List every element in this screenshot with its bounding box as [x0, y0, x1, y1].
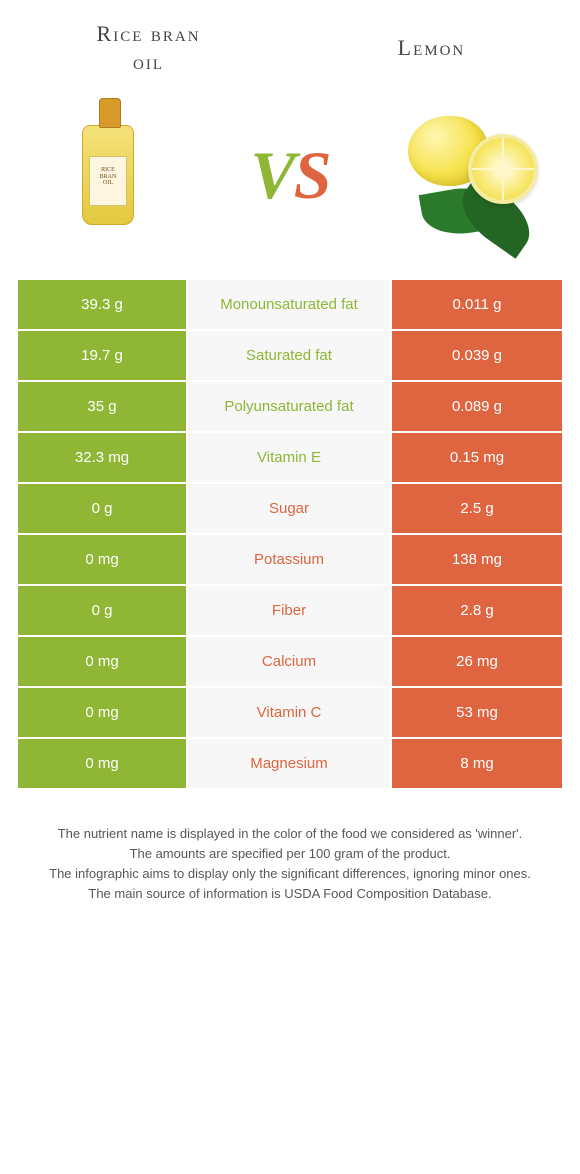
right-value: 26 mg: [392, 637, 562, 688]
nutrient-label: Saturated fat: [188, 331, 392, 382]
lemon-icon: [402, 110, 542, 240]
right-value: 2.5 g: [392, 484, 562, 535]
nutrient-label: Vitamin E: [188, 433, 392, 484]
right-value: 138 mg: [392, 535, 562, 586]
footnote-line: The infographic aims to display only the…: [30, 864, 550, 884]
left-value: 35 g: [18, 382, 188, 433]
nutrient-label: Potassium: [188, 535, 392, 586]
headers: Rice branoil Lemon: [18, 20, 562, 75]
table-row: 0 gSugar2.5 g: [18, 484, 562, 535]
table-row: 0 mgCalcium26 mg: [18, 637, 562, 688]
table-row: 0 mgVitamin C53 mg: [18, 688, 562, 739]
right-food-image: [402, 95, 542, 255]
nutrient-label: Sugar: [188, 484, 392, 535]
left-value: 19.7 g: [18, 331, 188, 382]
nutrient-label: Vitamin C: [188, 688, 392, 739]
oil-bottle-icon: RICEBRANOIL: [82, 125, 134, 225]
table-row: 32.3 mgVitamin E0.15 mg: [18, 433, 562, 484]
footnote-line: The nutrient name is displayed in the co…: [30, 824, 550, 844]
left-value: 0 mg: [18, 739, 188, 790]
table-row: 0 mgPotassium138 mg: [18, 535, 562, 586]
vs-label: VS: [250, 136, 329, 215]
comparison-table: 39.3 gMonounsaturated fat0.011 g19.7 gSa…: [18, 279, 562, 790]
left-value: 32.3 mg: [18, 433, 188, 484]
table-row: 19.7 gSaturated fat0.039 g: [18, 331, 562, 382]
nutrient-label: Calcium: [188, 637, 392, 688]
left-title: Rice branoil: [18, 20, 279, 75]
table-row: 35 gPolyunsaturated fat0.089 g: [18, 382, 562, 433]
right-value: 53 mg: [392, 688, 562, 739]
right-value: 0.15 mg: [392, 433, 562, 484]
right-value: 0.089 g: [392, 382, 562, 433]
left-food-image: RICEBRANOIL: [38, 95, 178, 255]
table-row: 0 gFiber2.8 g: [18, 586, 562, 637]
left-value: 0 mg: [18, 535, 188, 586]
right-value: 8 mg: [392, 739, 562, 790]
right-value: 0.039 g: [392, 331, 562, 382]
table-row: 0 mgMagnesium8 mg: [18, 739, 562, 790]
nutrient-label: Magnesium: [188, 739, 392, 790]
left-value: 39.3 g: [18, 280, 188, 331]
left-value: 0 mg: [18, 688, 188, 739]
left-value: 0 g: [18, 586, 188, 637]
right-value: 2.8 g: [392, 586, 562, 637]
nutrient-label: Monounsaturated fat: [188, 280, 392, 331]
footnotes: The nutrient name is displayed in the co…: [18, 824, 562, 905]
images-row: RICEBRANOIL VS: [18, 95, 562, 255]
nutrient-label: Polyunsaturated fat: [188, 382, 392, 433]
footnote-line: The main source of information is USDA F…: [30, 884, 550, 904]
right-value: 0.011 g: [392, 280, 562, 331]
left-value: 0 mg: [18, 637, 188, 688]
nutrient-label: Fiber: [188, 586, 392, 637]
footnote-line: The amounts are specified per 100 gram o…: [30, 844, 550, 864]
left-value: 0 g: [18, 484, 188, 535]
table-row: 39.3 gMonounsaturated fat0.011 g: [18, 280, 562, 331]
right-title: Lemon: [301, 34, 562, 62]
